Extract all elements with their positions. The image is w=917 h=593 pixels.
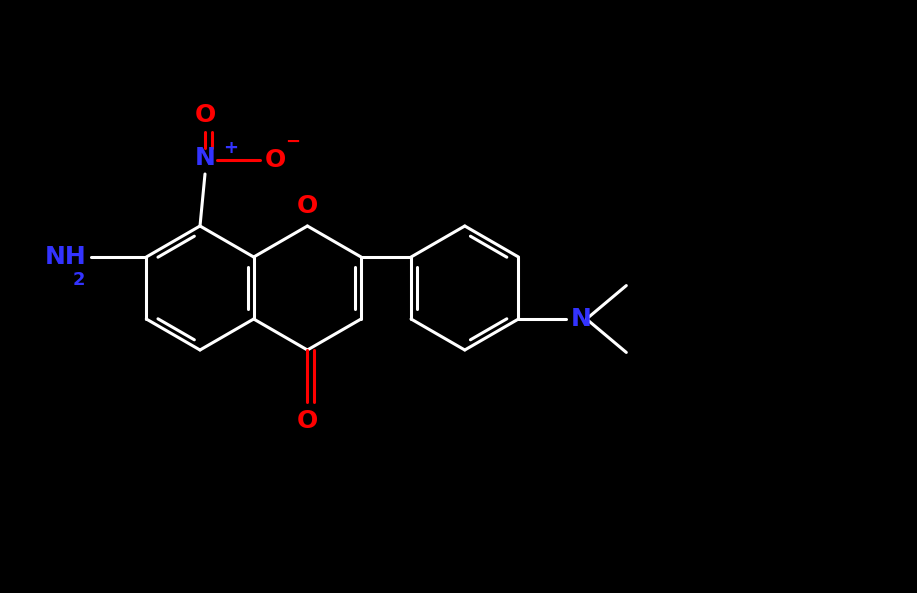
Text: O: O: [297, 409, 318, 433]
Text: NH: NH: [45, 245, 86, 269]
Text: O: O: [265, 148, 286, 172]
Text: +: +: [223, 139, 238, 157]
Text: N: N: [570, 307, 591, 331]
Text: O: O: [194, 103, 215, 127]
Text: −: −: [285, 133, 300, 151]
Text: O: O: [297, 194, 318, 218]
Text: 2: 2: [72, 271, 85, 289]
Text: N: N: [194, 146, 215, 170]
